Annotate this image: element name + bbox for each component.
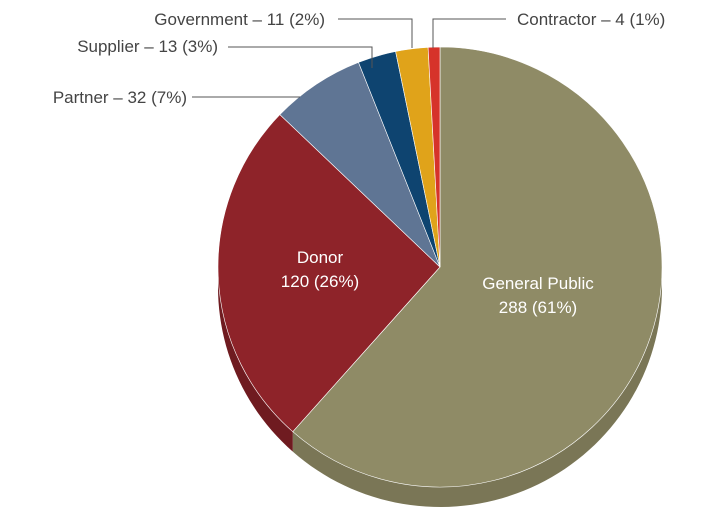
slice-label-general-public-name: General Public — [482, 274, 594, 293]
label-leader-lines — [192, 18, 506, 98]
pie-side-donor — [218, 267, 293, 452]
slice-labels: General Public 288 (61%) Donor 120 (26%) Par… — [53, 10, 666, 317]
slice-label-partner: Partner – 32 (7%) — [53, 88, 187, 107]
slice-label-supplier: Supplier – 13 (3%) — [77, 37, 218, 56]
pie-slices — [217, 46, 663, 488]
pie-slice-contractor — [427, 46, 441, 268]
leader-line-contractor — [432, 18, 506, 48]
pie-slice-general-public — [292, 46, 663, 488]
slice-label-general-public-value: 288 (61%) — [499, 298, 577, 317]
pie-side-general-public — [292, 267, 662, 507]
pie-3d-sides — [218, 267, 662, 507]
slice-label-donor-name: Donor — [297, 248, 344, 267]
slice-label-contractor: Contractor – 4 (1%) — [517, 10, 665, 29]
pie-slice-donor — [217, 114, 441, 433]
leader-line-government — [338, 18, 413, 48]
leader-line-supplier — [228, 46, 373, 68]
slice-label-donor-value: 120 (26%) — [281, 272, 359, 291]
slice-label-government: Government – 11 (2%) — [154, 10, 325, 29]
